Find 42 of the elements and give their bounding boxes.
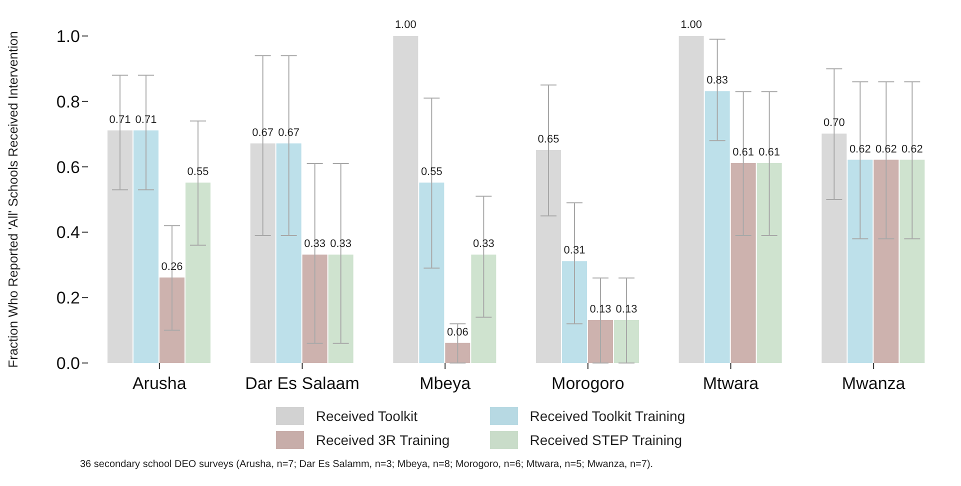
data-label: 1.00 — [394, 19, 416, 31]
data-label: 0.83 — [706, 74, 728, 87]
y-tick-label: 0.8 — [56, 92, 80, 112]
data-label: 0.67 — [278, 126, 300, 139]
data-label: 0.31 — [564, 244, 586, 257]
legend-label: Received 3R Training — [314, 431, 450, 449]
y-tick-label: 0.0 — [56, 354, 80, 374]
data-label: 0.62 — [901, 143, 923, 156]
data-label: 0.13 — [616, 303, 638, 316]
legend-label: Received STEP Training — [528, 431, 683, 449]
x-tick-label: Morogoro — [552, 374, 624, 394]
data-label: 0.61 — [758, 146, 780, 159]
y-tick-label: 1.0 — [56, 27, 80, 46]
text: 36 secondary school DEO surveys (Arusha, n=7; Dar Es Salamm, n=3; Mbeya, n=8; Morogoro, n=6; Mtwara, n=5; Mwanza, n=7). — [80, 459, 654, 470]
data-label: 0.26 — [161, 260, 183, 273]
data-label: 0.62 — [875, 143, 897, 156]
data-label: 0.70 — [823, 117, 845, 130]
x-tick-label: Mtwara — [702, 374, 760, 394]
data-label: 0.55 — [187, 166, 209, 178]
x-tick-label: Arusha — [132, 374, 187, 394]
data-label: 0.55 — [420, 166, 442, 178]
data-label: 0.33 — [472, 238, 494, 250]
legend-label: Received Toolkit Training — [528, 407, 686, 425]
x-tick-label: Mwanza — [842, 374, 906, 394]
legend-label: Received Toolkit — [314, 407, 419, 425]
y-tick-label: 0.2 — [56, 288, 80, 308]
data-label: 0.61 — [732, 146, 754, 159]
data-label: 0.71 — [109, 114, 131, 126]
y-tick-label: 0.6 — [56, 158, 80, 177]
data-label: 0.13 — [590, 303, 612, 316]
data-label: 0.33 — [330, 238, 352, 250]
y-axis-title: Fraction Who Reported 'All' Schools Received Intervention — [6, 31, 21, 368]
data-label: 0.62 — [849, 143, 871, 156]
data-label: 0.33 — [304, 238, 326, 250]
data-label: 0.67 — [252, 126, 274, 139]
x-tick-label: Dar Es Salaam — [245, 374, 360, 394]
x-tick-label: Mbeya — [420, 374, 472, 394]
data-label: 0.65 — [538, 133, 560, 146]
data-label: 1.00 — [680, 19, 702, 31]
y-tick-label: 0.4 — [56, 223, 80, 242]
data-label: 0.06 — [446, 326, 468, 338]
data-label: 0.71 — [135, 114, 157, 126]
